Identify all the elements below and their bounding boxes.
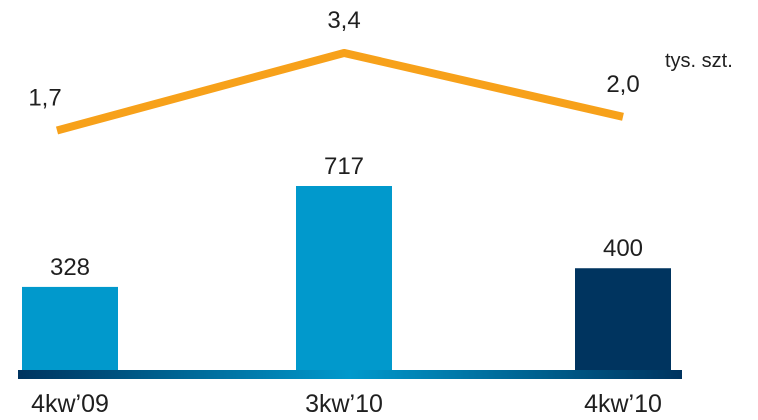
line-series (55, 48, 624, 135)
line-unit-label: tys. szt. (665, 50, 733, 72)
labels-layer: 328 4kw’09 717 3kw’10 400 4kw’10 1,7 3,4 2,0 (28, 7, 662, 418)
bar-value-label: 328 (50, 254, 90, 281)
bar-3kw10 (296, 186, 392, 372)
bar-4kw10 (575, 268, 671, 372)
bar-value-label: 717 (324, 153, 364, 180)
line-value-label: 2,0 (606, 71, 639, 98)
x-tick-label: 4kw’09 (31, 390, 109, 418)
x-tick-label: 4kw’10 (584, 390, 662, 418)
bar-value-label: 400 (603, 235, 643, 262)
x-tick-label: 3kw’10 (305, 390, 383, 418)
bar-4kw09 (22, 286, 118, 372)
line-value-label: 3,4 (327, 7, 360, 34)
x-axis-baseline (18, 370, 682, 379)
bars-layer (22, 186, 671, 372)
line-value-label: 1,7 (28, 84, 61, 111)
line-layer (55, 48, 624, 135)
